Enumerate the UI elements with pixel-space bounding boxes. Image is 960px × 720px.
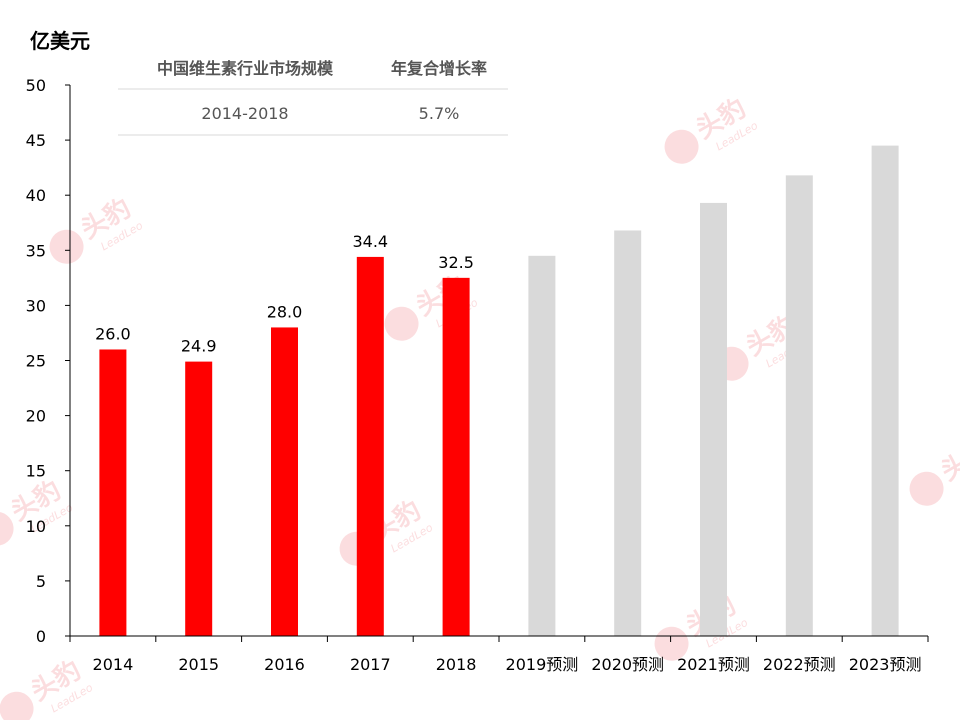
y-tick-label: 20 xyxy=(26,407,46,426)
y-tick-label: 5 xyxy=(36,572,46,591)
leopard-logo-icon xyxy=(664,129,699,164)
bar-2022预测 xyxy=(785,175,813,636)
x-tick-label: 2015 xyxy=(178,655,219,674)
x-tick-label: 2020预测 xyxy=(591,655,664,674)
bar-2020预测 xyxy=(614,230,642,637)
bar-2017 xyxy=(356,256,384,636)
bar-2023预测 xyxy=(871,145,899,637)
x-tick-label: 2017 xyxy=(350,655,391,674)
bar-2018 xyxy=(442,277,470,636)
watermark-layer: 头豹LeadLeo头豹LeadLeo头豹LeadLeo头豹LeadLeo头豹Le… xyxy=(0,92,960,720)
y-tick-label: 35 xyxy=(26,241,46,260)
x-tick-label: 2021预测 xyxy=(677,655,750,674)
y-tick-label: 0 xyxy=(36,627,46,646)
leopard-logo-icon xyxy=(909,471,944,506)
leopard-logo-icon xyxy=(0,691,34,720)
x-tick-label: 2014 xyxy=(93,655,134,674)
bar-2021预测 xyxy=(700,202,727,636)
y-tick-label: 30 xyxy=(26,296,46,315)
y-tick-label: 40 xyxy=(26,186,46,205)
bar-2016 xyxy=(271,327,298,636)
data-label-2015: 24.9 xyxy=(181,337,217,356)
bar-2019预测 xyxy=(528,255,556,636)
x-tick-label: 2019预测 xyxy=(506,655,579,674)
y-tick-label: 45 xyxy=(26,131,46,150)
table-header-market-size: 中国维生素行业市场规模 xyxy=(157,59,334,78)
bar-2014 xyxy=(99,349,127,636)
y-tick-label: 50 xyxy=(26,76,46,95)
bar-2015 xyxy=(185,361,213,636)
summary-table: 中国维生素行业市场规模 年复合增长率 2014-2018 5.7% xyxy=(118,59,508,136)
bars: 26.0 24.9 28.0 34.4 32.5 xyxy=(95,145,899,637)
x-tick-label: 2018 xyxy=(436,655,477,674)
y-tick-label: 15 xyxy=(26,462,46,481)
data-label-2016: 28.0 xyxy=(267,302,303,321)
data-label-2018: 32.5 xyxy=(438,253,474,272)
table-cell-period: 2014-2018 xyxy=(201,104,288,123)
y-axis: 0 5 10 15 20 25 30 35 40 45 50 xyxy=(26,76,71,646)
x-tick-label: 2022预测 xyxy=(763,655,836,674)
table-cell-cagr: 5.7% xyxy=(419,104,460,123)
x-tick-label: 2016 xyxy=(264,655,305,674)
leopard-logo-icon xyxy=(384,306,419,341)
y-tick-label: 25 xyxy=(26,352,46,371)
leopard-logo-icon xyxy=(654,626,689,661)
x-axis: 2014 2015 2016 2017 2018 2019预测 2020预测 2021预测 20… xyxy=(69,635,929,674)
y-unit-label: 亿美元 xyxy=(30,29,90,53)
data-label-2014: 26.0 xyxy=(95,324,131,343)
data-label-2017: 34.4 xyxy=(352,232,388,251)
y-tick-label: 10 xyxy=(26,517,46,536)
table-header-cagr: 年复合增长率 xyxy=(391,59,487,78)
leopard-logo-icon xyxy=(0,511,14,546)
x-tick-label: 2023预测 xyxy=(849,655,922,674)
leopard-logo-icon xyxy=(49,229,84,264)
